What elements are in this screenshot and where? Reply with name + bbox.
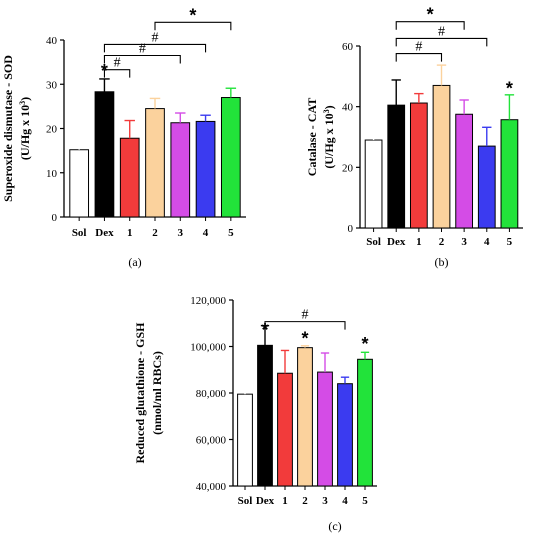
- bar-5: [220, 97, 241, 218]
- panel-label: (b): [435, 255, 449, 269]
- bar-dex: [257, 344, 273, 487]
- y-axis-label-line1: Reduced glutathione - GSH: [133, 322, 147, 464]
- y-axis-label-line2: (U/Hg x 103): [18, 97, 33, 160]
- x-tick-label: 4: [484, 236, 490, 248]
- x-tick-label: 1: [282, 495, 288, 507]
- x-tick-label: 2: [152, 227, 158, 239]
- x-tick-label: 4: [203, 227, 209, 239]
- significance-bracket: [103, 43, 207, 53]
- significance-bracket: [264, 321, 346, 330]
- y-tick-label: 40,000: [196, 481, 227, 493]
- bracket-label: #: [438, 24, 445, 39]
- bracket-label: #: [302, 308, 309, 323]
- x-tick-label: 2: [302, 495, 308, 507]
- y-tick-label: 30: [46, 79, 58, 91]
- significance-bracket: [103, 69, 131, 78]
- bar-5: [357, 358, 373, 487]
- significance-bracket: [395, 37, 488, 47]
- x-tick-label: 4: [342, 495, 348, 507]
- x-tick-label: Dex: [387, 236, 406, 248]
- significance-bracket: [395, 53, 443, 62]
- y-tick-label: 20: [46, 124, 58, 136]
- significance-star: *: [506, 78, 513, 98]
- chart-panel-a: 0 10 20 30 40 Superoxide dismutase - SOD (U/Hg…: [1, 5, 246, 269]
- x-tick-label: Sol: [366, 236, 381, 248]
- y-tick-label: 60,000: [196, 435, 227, 447]
- bar-4: [195, 120, 216, 218]
- y-tick-label: 40: [342, 102, 354, 114]
- y-tick-label: 80,000: [196, 388, 227, 400]
- y-tick-label: 120,000: [190, 295, 226, 307]
- bar-1: [119, 137, 140, 218]
- bar-5: [500, 119, 519, 229]
- x-tick-label: 3: [322, 495, 328, 507]
- bracket-label: #: [415, 40, 422, 55]
- x-tick-label: 3: [178, 227, 184, 239]
- x-tick-label: 2: [439, 236, 445, 248]
- significance-star: *: [301, 328, 308, 348]
- significance-star: *: [101, 61, 108, 81]
- y-tick-label: 0: [52, 212, 58, 224]
- significance-star: *: [261, 320, 268, 340]
- bar-sol: [237, 393, 253, 487]
- significance-bracket: [103, 54, 181, 64]
- bar-dex: [94, 91, 115, 218]
- bar-2: [432, 84, 451, 229]
- x-tick-label: 5: [228, 227, 234, 239]
- x-tick-label: 1: [127, 227, 133, 239]
- bar-3: [317, 371, 333, 487]
- chart-panel-c: 40,000 60,000 80,000 100,000 120,000 Reduced …: [133, 295, 377, 533]
- y-axis-label-line1: Catalase - CAT: [305, 98, 319, 176]
- bar-1: [409, 102, 428, 229]
- bracket-label: #: [152, 30, 159, 45]
- bar-1: [277, 372, 293, 487]
- significance-bracket: [395, 21, 465, 30]
- bracket-label: *: [427, 5, 434, 25]
- bar-sol: [364, 139, 383, 229]
- panel-label: (a): [128, 255, 141, 269]
- bracket-label: #: [139, 41, 146, 56]
- significance-bracket: [154, 21, 232, 31]
- x-tick-label: Dex: [256, 495, 275, 507]
- x-tick-label: 1: [416, 236, 422, 248]
- bracket-label: *: [189, 5, 196, 25]
- bar-2: [145, 108, 165, 218]
- significance-star: *: [361, 334, 368, 354]
- y-axis-label-line2: (nmol/ml RBCs): [150, 351, 164, 435]
- x-tick-label: Sol: [72, 227, 87, 239]
- bar-4: [477, 145, 496, 229]
- y-tick-label: 20: [342, 162, 354, 174]
- panel-label: (c): [328, 519, 341, 533]
- bar-3: [170, 122, 191, 218]
- bar-4: [337, 383, 353, 487]
- y-tick-label: 40: [46, 35, 58, 47]
- x-tick-label: 5: [507, 236, 513, 248]
- x-tick-label: Dex: [95, 227, 114, 239]
- y-tick-label: 60: [342, 41, 354, 53]
- x-tick-label: 5: [362, 495, 368, 507]
- y-axis-label-line1: Superoxide dismutase - SOD: [1, 55, 15, 202]
- y-tick-label: 0: [348, 223, 354, 235]
- bar-2: [297, 347, 313, 487]
- chart-panel-b: 0 20 40 60 Catalase - CAT (U/Hg x 103) Sol Dex 1…: [305, 5, 523, 269]
- bar-sol: [69, 149, 90, 218]
- bar-dex: [387, 104, 406, 229]
- bar-3: [455, 113, 474, 229]
- x-tick-label: Sol: [238, 495, 253, 507]
- x-tick-label: 3: [461, 236, 467, 248]
- y-tick-label: 100,000: [190, 342, 226, 354]
- y-tick-label: 10: [46, 168, 58, 180]
- y-axis-label-line2: (U/Hg x 103): [322, 105, 337, 168]
- bracket-label: #: [114, 56, 121, 71]
